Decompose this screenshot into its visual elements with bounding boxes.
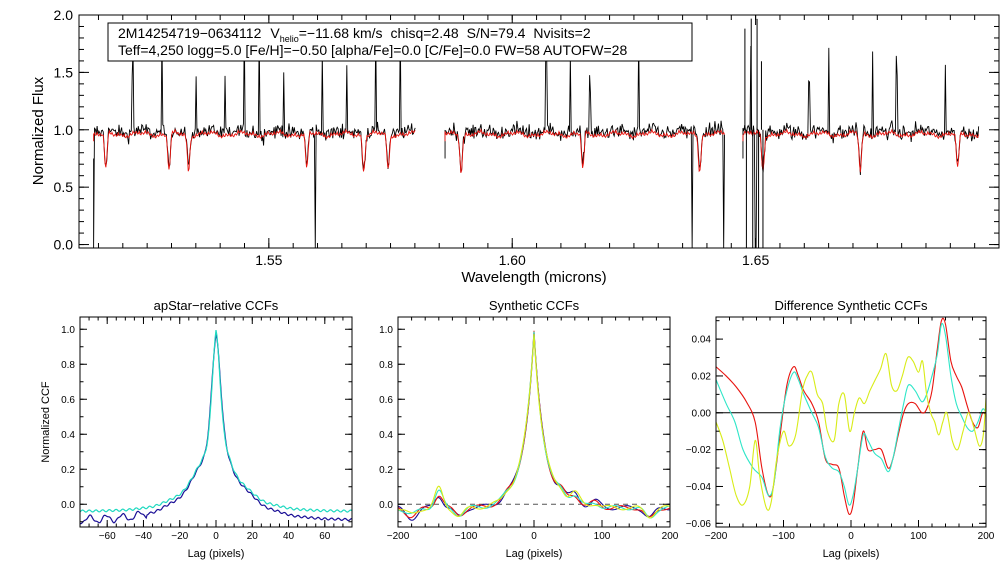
difference-ccf-series-line xyxy=(715,317,987,516)
x-tick-label: 0 xyxy=(213,531,219,542)
difference-ccf-x-axis-label: Lag (pixels) xyxy=(823,548,880,560)
x-tick-label: 60 xyxy=(319,531,331,542)
x-tick-label: −100 xyxy=(455,531,478,542)
x-tick-label: −200 xyxy=(705,531,728,542)
annotation-vhelio-value: =−11.68 km/s xyxy=(299,25,383,41)
spectrum-annotation-box xyxy=(107,22,693,62)
y-tick-label: 1.0 xyxy=(379,325,393,336)
y-tick-label: 0.04 xyxy=(692,335,712,346)
x-tick-label: 100 xyxy=(910,531,927,542)
y-tick-label: 0.0 xyxy=(379,500,393,511)
difference-ccf-frame xyxy=(715,316,987,528)
y-tick-label: 0.4 xyxy=(379,430,393,441)
y-tick-label: 0.0 xyxy=(54,237,74,253)
y-tick-label: 1.5 xyxy=(54,64,74,80)
x-tick-label: 0 xyxy=(531,531,537,542)
spectrum-x-axis-label: Wavelength (microns) xyxy=(461,269,606,286)
annotation-nvisits: Nvisits=2 xyxy=(533,25,590,41)
difference-ccf-series-line xyxy=(715,323,987,506)
x-tick-label: 0 xyxy=(848,531,854,542)
x-tick-label: 20 xyxy=(247,531,259,542)
apstar-ccf-plot-area xyxy=(79,330,353,525)
y-tick-label: 2.0 xyxy=(54,7,74,23)
x-tick-label: −100 xyxy=(772,531,795,542)
apstar-ccf-panel: apStar−relative CCFs −60 −40 −20 0 20 40 60 0.0… xyxy=(40,298,353,560)
synthetic-ccf-series-line xyxy=(397,330,671,519)
x-tick-label: −60 xyxy=(99,531,116,542)
y-tick-label: 0.00 xyxy=(692,408,712,419)
y-tick-label: 0.2 xyxy=(61,465,75,476)
synthetic-ccf-series-line xyxy=(397,334,671,519)
y-tick-label: 0.0 xyxy=(61,500,75,511)
synthetic-ccf-series-line xyxy=(397,331,671,519)
annotation-vhelio-label: V xyxy=(270,25,280,41)
annotation-snr: S/N=79.4 xyxy=(467,25,526,41)
y-tick-label: 1.0 xyxy=(54,122,74,138)
y-tick-label: 0.2 xyxy=(379,465,393,476)
y-tick-label: −0.06 xyxy=(686,519,712,530)
apstar-ccf-series-line xyxy=(79,334,353,525)
x-tick-label: −40 xyxy=(135,531,152,542)
difference-ccf-title: Difference Synthetic CCFs xyxy=(775,298,928,313)
difference-ccf-series-line xyxy=(715,352,987,511)
annotation-line-1: 2M14254719−0634112 Vhelio=−11.68 km/s chis… xyxy=(118,25,591,44)
apstar-ccf-title: apStar−relative CCFs xyxy=(154,298,279,313)
x-tick-label: 1.55 xyxy=(255,252,282,268)
apstar-ccf-series-line xyxy=(79,330,353,513)
synthetic-ccf-panel: Synthetic CCFs −200 −100 0 100 200 0.0 0.2 0.4 0… xyxy=(379,298,679,560)
apstar-ccf-frame xyxy=(79,316,353,528)
y-tick-label: 0.6 xyxy=(379,395,393,406)
apstar-ccf-x-axis-label: Lag (pixels) xyxy=(188,548,245,560)
synthetic-ccf-plot-area xyxy=(397,330,671,521)
x-tick-label: −20 xyxy=(171,531,188,542)
difference-ccf-panel: Difference Synthetic CCFs −200 −100 0 100 20… xyxy=(686,298,995,560)
spectrum-axes: 1.55 1.60 1.65 0.0 0.5 1.0 1.5 2.0 xyxy=(54,7,1000,268)
spectrum-frame xyxy=(78,14,1000,249)
x-tick-label: −200 xyxy=(387,531,410,542)
y-tick-label: 0.8 xyxy=(61,360,75,371)
x-tick-label: 200 xyxy=(662,531,679,542)
x-tick-label: 100 xyxy=(594,531,611,542)
synthetic-ccf-series-line xyxy=(397,332,671,521)
y-tick-label: 0.6 xyxy=(61,395,75,406)
x-tick-label: 200 xyxy=(978,531,995,542)
x-tick-label: 40 xyxy=(283,531,295,542)
y-tick-label: 0.02 xyxy=(692,371,712,382)
model-spectrum-line xyxy=(93,128,416,172)
synthetic-ccf-frame xyxy=(397,316,671,528)
y-tick-label: 0.4 xyxy=(61,430,75,441)
y-tick-label: −0.04 xyxy=(686,482,712,493)
model-spectrum-line xyxy=(742,128,980,173)
synthetic-ccf-title: Synthetic CCFs xyxy=(489,298,580,313)
x-tick-label: 1.65 xyxy=(742,252,769,268)
observed-spectrum-line xyxy=(742,46,980,249)
apstar-ccf-axes: −60 −40 −20 0 20 40 60 0.0 0.2 0.4 0.6 0.8 1.0 xyxy=(61,317,352,542)
annotation-star-id: 2M14254719−0634112 xyxy=(118,25,262,41)
spectrum-plot-area xyxy=(93,18,980,249)
y-tick-label: −0.02 xyxy=(686,445,712,456)
x-tick-label: 1.60 xyxy=(499,252,526,268)
y-tick-label: 0.5 xyxy=(54,179,74,195)
apstar-ccf-y-axis-label: Normalized CCF xyxy=(40,381,52,463)
annotation-line-2: Teff=4,250 logg=5.0 [Fe/H]=−0.50 [alpha/… xyxy=(118,42,627,58)
difference-ccf-axes: −200 −100 0 100 200 −0.06 −0.04 −0.02 0.00 0.02 0.… xyxy=(686,317,995,542)
spectrum-panel: 1.55 1.60 1.65 0.0 0.5 1.0 1.5 2.0 2M14254719−0… xyxy=(30,7,1000,286)
synthetic-ccf-x-axis-label: Lag (pixels) xyxy=(506,548,563,560)
model-spectrum-line xyxy=(444,128,725,173)
y-tick-label: 1.0 xyxy=(61,325,75,336)
difference-ccf-plot-area xyxy=(715,317,987,516)
y-tick-label: 0.8 xyxy=(379,360,393,371)
spectrum-y-axis-label: Normalized Flux xyxy=(30,76,47,185)
annotation-vhelio-subscript: helio xyxy=(280,34,299,44)
annotation-chisq: chisq=2.48 xyxy=(391,25,459,41)
synthetic-ccf-axes: −200 −100 0 100 200 0.0 0.2 0.4 0.6 0.8 1.0 xyxy=(379,317,679,542)
